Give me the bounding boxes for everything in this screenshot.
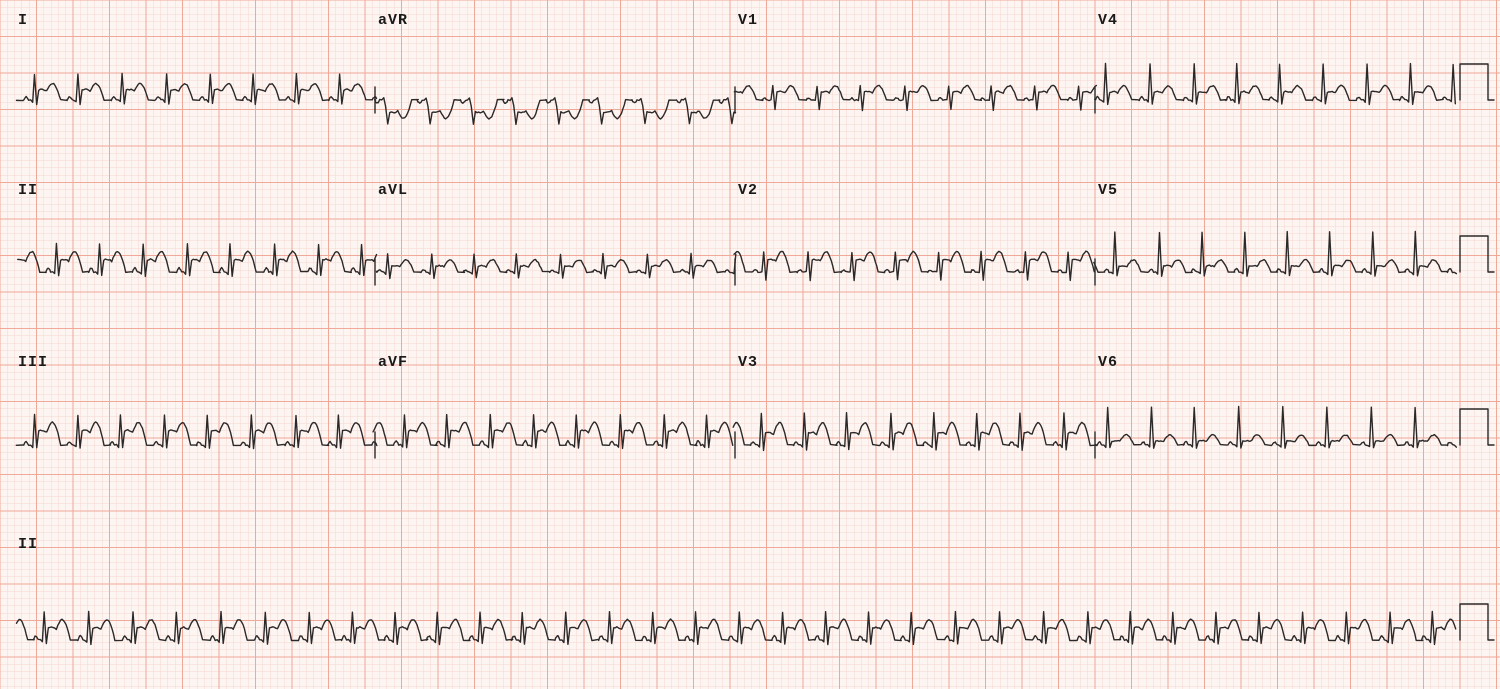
ecg-chart: IaVR V1 V4 II aVL V2 V5 III aVF V3 V6 II [0,0,1500,689]
lead-label-II: II [18,182,38,199]
trace-aVL [377,253,736,278]
trace-V1 [734,85,1096,110]
lead-label-II: II [18,536,38,553]
ecg-traces [0,0,1500,689]
lead-label-V5: V5 [1098,182,1118,199]
trace-V2 [734,251,1094,280]
lead-label-I: I [18,12,28,29]
trace-I [16,73,376,104]
lead-label-V2: V2 [738,182,758,199]
lead-label-V4: V4 [1098,12,1118,29]
calibration-pulse [1460,409,1494,445]
lead-label-V3: V3 [738,354,758,371]
lead-label-III: III [18,354,48,371]
calibration-pulse [1460,604,1494,640]
trace-aVF [373,415,733,449]
calibration-pulse [1460,64,1494,100]
lead-label-aVF: aVF [378,354,408,371]
lead-label-aVL: aVL [378,182,408,199]
lead-label-aVR: aVR [378,12,408,29]
trace-aVR [375,98,736,125]
trace-V4 [1095,63,1456,104]
trace-V5 [1094,231,1457,276]
calibration-pulse [1460,236,1494,272]
trace-V6 [1096,406,1457,448]
lead-label-V6: V6 [1098,354,1118,371]
lead-label-V1: V1 [738,12,758,29]
trace-V3 [733,413,1096,451]
trace-II [18,243,377,276]
trace-III [16,414,377,448]
trace-II-rhythm [16,611,1455,644]
